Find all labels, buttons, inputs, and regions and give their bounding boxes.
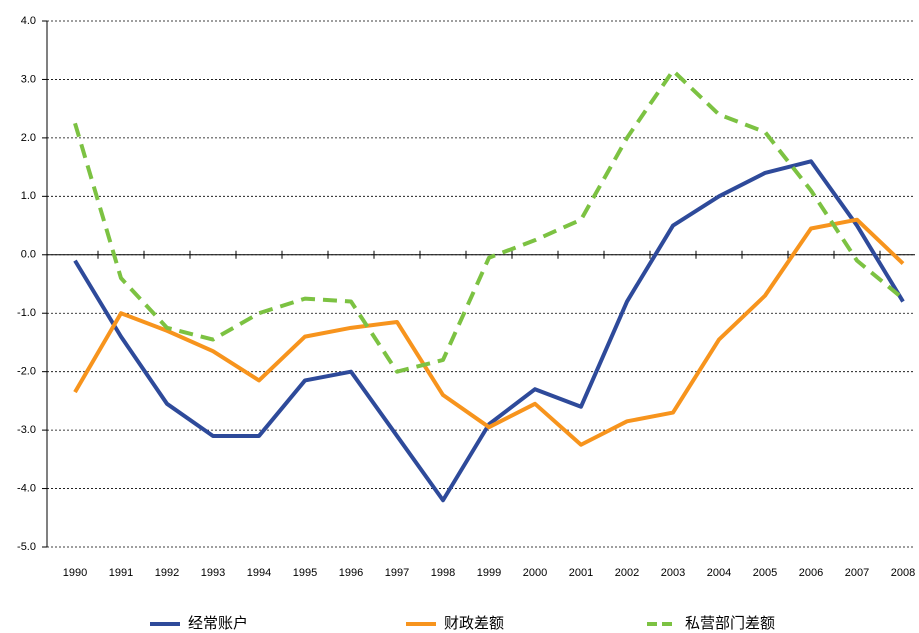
- x-tick-label: 1991: [109, 567, 133, 579]
- legend-label: 财政差额: [444, 615, 504, 632]
- line-series: [73, 159, 905, 503]
- y-tick-label: 2.0: [21, 132, 36, 144]
- x-tick-label: 2002: [615, 567, 639, 579]
- x-tick-label: 1990: [63, 567, 87, 579]
- y-tick-label: 4.0: [21, 15, 36, 27]
- x-tick-label: 1993: [201, 567, 225, 579]
- x-tick-label: 2004: [707, 567, 731, 579]
- line-series: [73, 217, 905, 447]
- x-tick-label: 1999: [477, 567, 501, 579]
- x-tick-label: 1995: [293, 567, 317, 579]
- y-tick-label: 0.0: [21, 249, 36, 261]
- x-tick-label: 2005: [753, 567, 777, 579]
- x-tick-label: 1992: [155, 567, 179, 579]
- x-tick-label: 1996: [339, 567, 363, 579]
- y-tick-label: -4.0: [17, 482, 36, 494]
- legend-label: 私营部门差额: [685, 615, 775, 632]
- y-tick-label: 1.0: [21, 190, 36, 202]
- x-tick-label: 1998: [431, 567, 455, 579]
- y-tick-label: 3.0: [21, 73, 36, 85]
- line-series: [73, 68, 905, 374]
- y-tick-label: -2.0: [17, 366, 36, 378]
- legend-label: 经常账户: [188, 615, 248, 632]
- x-tick-label: 1997: [385, 567, 409, 579]
- x-tick-label: 2003: [661, 567, 685, 579]
- y-tick-label: -1.0: [17, 307, 36, 319]
- x-tick-label: 1994: [247, 567, 271, 579]
- x-tick-label: 2001: [569, 567, 593, 579]
- x-tick-label: 2006: [799, 567, 823, 579]
- x-tick-label: 2008: [891, 567, 915, 579]
- y-tick-label: -5.0: [17, 541, 36, 553]
- x-tick-label: 2007: [845, 567, 869, 579]
- x-tick-label: 2000: [523, 567, 547, 579]
- y-tick-label: -3.0: [17, 424, 36, 436]
